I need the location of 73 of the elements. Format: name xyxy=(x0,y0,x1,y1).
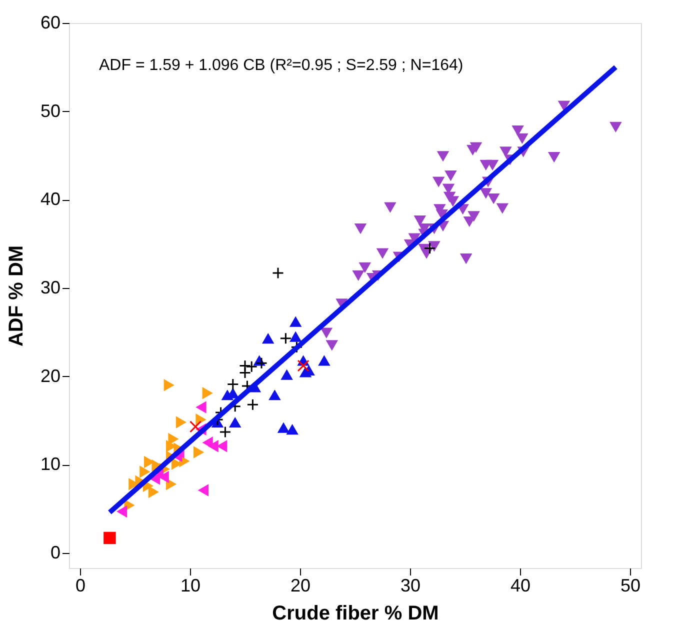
point xyxy=(358,262,372,273)
point xyxy=(460,254,472,264)
point xyxy=(384,202,396,213)
point xyxy=(318,355,330,366)
point xyxy=(432,176,445,188)
point xyxy=(487,193,500,204)
point xyxy=(354,224,367,234)
point xyxy=(246,360,258,373)
point xyxy=(376,248,389,259)
point xyxy=(496,203,509,214)
point xyxy=(116,505,128,518)
point xyxy=(164,379,174,392)
y-tick-label: 0 xyxy=(50,542,60,562)
point xyxy=(272,266,284,279)
point xyxy=(548,152,560,163)
point xyxy=(277,422,290,433)
point xyxy=(104,532,116,544)
point xyxy=(148,486,160,498)
point xyxy=(149,472,160,485)
y-tick-label: 10 xyxy=(40,454,60,474)
point xyxy=(208,440,218,452)
point xyxy=(352,270,364,281)
point xyxy=(424,242,436,254)
point xyxy=(286,424,298,435)
point xyxy=(280,369,293,380)
point xyxy=(297,360,310,372)
x-tick-label: 20 xyxy=(290,576,311,596)
point xyxy=(320,328,333,338)
x-tick-label: 10 xyxy=(180,576,201,596)
point xyxy=(512,125,524,136)
point xyxy=(262,333,274,344)
point xyxy=(500,146,512,158)
annotation: ADF = 1.59 + 1.096 CB (R²=0.95 ; S=2.59 ; N=164) xyxy=(99,57,464,74)
point xyxy=(228,416,242,428)
point xyxy=(280,332,292,344)
point xyxy=(140,466,150,478)
y-tick-label: 20 xyxy=(40,366,60,386)
point xyxy=(226,378,239,390)
y-tick-label: 40 xyxy=(40,189,60,210)
y-tick-label: 50 xyxy=(40,100,60,121)
point xyxy=(246,398,259,411)
point xyxy=(219,426,232,438)
y-tick-label: 60 xyxy=(40,12,60,32)
point xyxy=(428,241,440,252)
x-tick-label: 0 xyxy=(75,576,86,596)
point xyxy=(256,357,268,370)
point xyxy=(193,446,204,458)
x-axis-title: Crude fiber % DM xyxy=(272,602,439,624)
x-tick-label: 50 xyxy=(620,576,641,596)
point xyxy=(414,216,426,226)
point xyxy=(436,151,450,162)
y-tick-label: 30 xyxy=(40,277,60,298)
point xyxy=(196,401,206,414)
point xyxy=(239,366,251,379)
point xyxy=(516,133,528,144)
point xyxy=(196,413,206,426)
point xyxy=(610,122,622,133)
point xyxy=(480,188,492,199)
point xyxy=(289,331,302,342)
point xyxy=(202,386,213,400)
point xyxy=(190,420,202,433)
point xyxy=(216,440,228,452)
point xyxy=(444,170,457,182)
y-axis-title: ADF % DM xyxy=(5,245,28,347)
point xyxy=(268,390,281,400)
x-tick-label: 30 xyxy=(400,576,421,596)
point xyxy=(198,484,209,496)
point xyxy=(486,160,499,171)
point xyxy=(289,316,302,327)
x-tick-label: 40 xyxy=(510,576,531,596)
point xyxy=(176,416,187,428)
point xyxy=(326,340,338,351)
point xyxy=(558,100,570,112)
